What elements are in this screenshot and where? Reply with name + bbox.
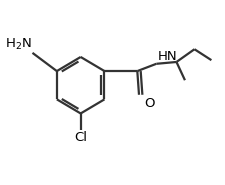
Text: O: O bbox=[144, 97, 154, 110]
Text: HN: HN bbox=[157, 50, 176, 63]
Text: Cl: Cl bbox=[74, 131, 87, 144]
Text: H$_2$N: H$_2$N bbox=[4, 37, 31, 52]
